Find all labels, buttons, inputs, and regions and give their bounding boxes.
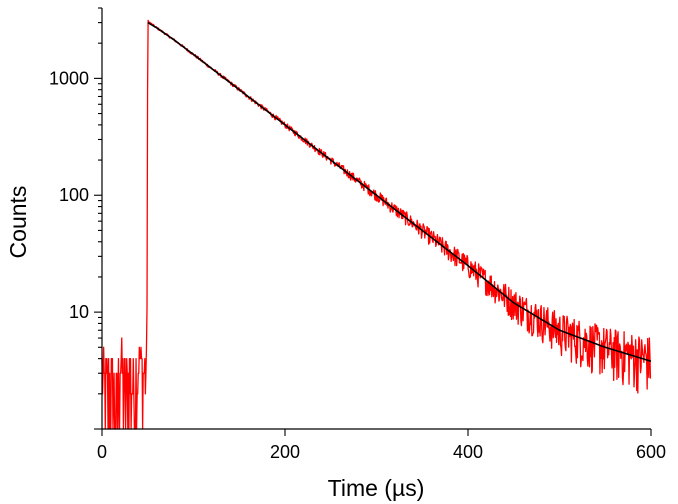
x-tick-label: 0 [97,442,107,462]
y-tick-label: 10 [69,302,89,322]
y-tick-label: 1000 [49,68,89,88]
data-line [101,19,652,430]
x-tick-label: 600 [636,442,666,462]
x-axis-title: Time (µs) [328,475,425,501]
x-ticks: 0 200 400 600 [97,429,666,462]
series-layer [101,19,652,430]
fit-line [147,21,652,363]
x-tick-label: 200 [270,442,300,462]
y-ticks: 10 100 1000 [49,7,102,430]
y-axis-title: Counts [5,186,31,259]
axes-layer [101,8,651,430]
x-tick-label: 400 [453,442,483,462]
y-tick-label: 100 [59,185,89,205]
